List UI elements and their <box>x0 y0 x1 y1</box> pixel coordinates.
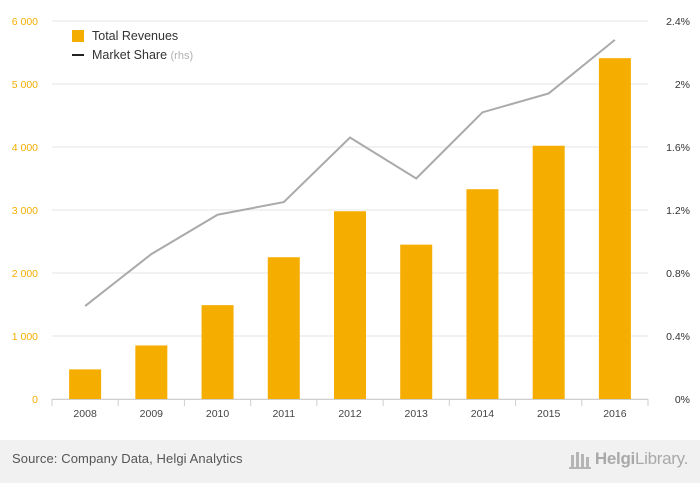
bar-total-revenues <box>69 369 102 399</box>
y-right-tick-label: 0.8% <box>666 268 690 280</box>
x-tick-label: 2013 <box>405 408 429 420</box>
bar-total-revenues <box>267 257 300 399</box>
combo-chart: 0 1 000 2 000 3 000 4 000 5 000 6 000 0% 0.4% 0.8… <box>12 16 690 420</box>
x-tick-label: 2009 <box>140 408 164 420</box>
y-left-tick-label: 1 000 <box>12 331 38 343</box>
y-left-tick-label: 5 000 <box>12 79 38 91</box>
x-tick-label: 2014 <box>471 408 495 420</box>
bar-total-revenues <box>334 211 366 399</box>
legend-rhs-suffix: (rhs) <box>171 50 194 62</box>
x-tick-label: 2012 <box>338 408 362 420</box>
x-tick-label: 2016 <box>603 408 627 420</box>
brand-light: Library. <box>634 449 688 468</box>
source-text: Source: Company Data, Helgi Analytics <box>12 451 243 466</box>
legend-swatch-total-revenues <box>72 30 84 42</box>
bar-total-revenues <box>598 58 631 400</box>
bar-total-revenues <box>532 145 565 399</box>
library-icon <box>568 452 591 469</box>
y-right-tick-label: 0.4% <box>666 331 690 343</box>
y-left-tick-label: 2 000 <box>12 268 38 280</box>
y-left-tick-label: 3 000 <box>12 205 38 217</box>
x-tick-label: 2011 <box>272 408 295 420</box>
y-right-tick-label: 2.4% <box>666 16 690 28</box>
y-right-tick-label: 0% <box>675 394 690 406</box>
bar-total-revenues <box>135 345 168 399</box>
brand-bold: Helgi <box>594 449 635 468</box>
footer: Source: Company Data, Helgi Analytics He… <box>0 440 700 483</box>
y-left-tick-label: 4 000 <box>12 142 38 154</box>
x-tick-label: 2008 <box>73 408 97 420</box>
y-left-tick-label: 6 000 <box>12 16 38 28</box>
bar-total-revenues <box>400 244 433 399</box>
bar-total-revenues <box>466 189 499 399</box>
brand-name: HelgiLibrary. <box>595 449 688 469</box>
chart: 0 1 000 2 000 3 000 4 000 5 000 6 000 0% 0.4% 0.8… <box>12 16 690 420</box>
line-market-share <box>84 39 616 307</box>
legend-label-total-revenues: Total Revenues <box>92 29 178 43</box>
y-left-tick-label: 0 <box>32 394 38 406</box>
x-tick-label: 2010 <box>206 408 230 420</box>
bar-total-revenues <box>201 305 234 399</box>
legend-label-market-share: Market Share (rhs) <box>92 48 193 62</box>
x-tick-label: 2015 <box>537 408 561 420</box>
y-right-tick-label: 2% <box>675 79 690 91</box>
brand-logo[interactable]: HelgiLibrary. <box>568 449 688 469</box>
y-right-tick-label: 1.2% <box>666 205 690 217</box>
y-right-tick-label: 1.6% <box>666 142 690 154</box>
